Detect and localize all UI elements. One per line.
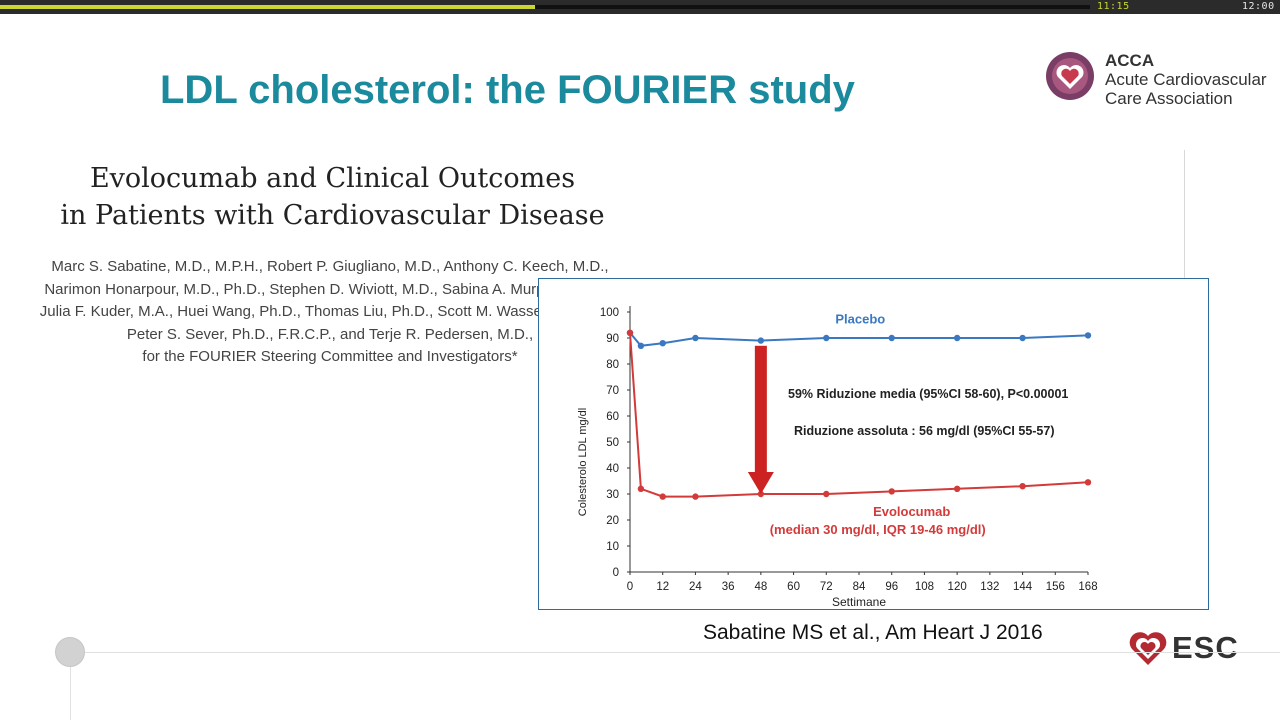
data-point-evolocumab: [659, 493, 666, 500]
acca-name-line1: Acute Cardiovascular: [1105, 70, 1267, 89]
divider-line: [1184, 150, 1185, 280]
data-point-placebo: [692, 334, 699, 342]
data-point-evolocumab: [692, 493, 699, 500]
x-axis-label: Settimane: [832, 595, 886, 609]
author-line: Julia F. Kuder, M.A., Huei Wang, Ph.D., …: [39, 303, 621, 320]
y-tick-label: 0: [613, 567, 619, 579]
progress-fill: [0, 5, 535, 9]
slide-title: LDL cholesterol: the FOURIER study: [160, 68, 855, 112]
y-tick-label: 20: [606, 515, 619, 527]
slide-timeline[interactable]: [70, 652, 1280, 653]
x-tick-label: 0: [627, 581, 633, 593]
y-tick-label: 90: [606, 333, 619, 345]
x-tick-label: 156: [1046, 581, 1065, 593]
x-tick-label: 48: [754, 581, 767, 593]
x-tick-label: 96: [885, 581, 898, 593]
x-tick-label: 120: [948, 581, 967, 593]
total-time: 12:00: [1242, 1, 1275, 12]
data-point-placebo: [888, 334, 895, 342]
data-point-evolocumab: [1019, 483, 1026, 490]
data-point-placebo: [757, 337, 765, 344]
data-point-evolocumab: [888, 488, 895, 495]
author-line: Narimon Honarpour, M.D., Ph.D., Stephen …: [44, 280, 616, 298]
y-tick-label: 10: [606, 541, 619, 553]
paper-title: Evolocumab and Clinical Outcomes in Pati…: [20, 160, 645, 234]
y-tick-label: 40: [606, 463, 619, 475]
x-tick-label: 108: [915, 581, 934, 593]
citation: Sabatine MS et al., Am Heart J 2016: [703, 621, 1043, 644]
data-point-evolocumab: [757, 490, 765, 498]
data-point-placebo: [1019, 334, 1026, 342]
x-tick-label: 24: [689, 581, 702, 593]
chart-frame: [538, 278, 1209, 610]
x-tick-label: 168: [1078, 581, 1097, 593]
acca-name-line2: Care Association: [1105, 89, 1233, 108]
y-tick-label: 60: [606, 411, 619, 423]
series-sublabel-evolocumab: (median 30 mg/dl, IQR 19-46 mg/dl): [770, 522, 986, 537]
data-point-evolocumab: [626, 329, 634, 336]
annotation-absolute-reduction: Riduzione assoluta : 56 mg/dl (95%CI 55-…: [794, 424, 1055, 438]
author-line: Peter S. Sever, Ph.D., F.R.C.P., and Ter…: [126, 325, 534, 343]
x-tick-label: 132: [980, 581, 999, 593]
paper-title-line: Evolocumab and Clinical Outcomes: [89, 163, 576, 194]
elapsed-time: 11:15: [1097, 1, 1130, 12]
acca-heart-logo-icon: [1046, 52, 1094, 100]
series-label-placebo: Placebo: [835, 311, 885, 326]
x-tick-label: 12: [656, 581, 669, 593]
reduction-arrow-head: [747, 472, 774, 494]
data-point-evolocumab: [823, 490, 830, 498]
acca-abbreviation: ACCA: [1105, 51, 1155, 70]
paper-title-line: in Patients with Cardiovascular Disease: [60, 200, 605, 231]
y-tick-label: 80: [606, 359, 619, 371]
series-line-evolocumab: [629, 332, 1089, 498]
data-point-placebo: [953, 334, 961, 342]
reduction-arrow-shaft: [754, 345, 767, 474]
x-tick-label: 36: [722, 581, 735, 593]
y-axis-label: Colesterolo LDL mg/dl: [577, 408, 589, 516]
y-tick-label: 50: [606, 437, 619, 449]
data-point-placebo: [659, 340, 666, 347]
annotation-mean-reduction: 59% Riduzione media (95%CI 58-60), P<0.0…: [788, 387, 1068, 401]
author-line: Marc S. Sabatine, M.D., M.P.H., Robert P…: [51, 258, 609, 275]
data-point-evolocumab: [953, 485, 961, 492]
series-line-placebo: [629, 332, 1089, 347]
timeline-scrub-handle[interactable]: [55, 637, 85, 667]
x-tick-label: 72: [820, 581, 833, 593]
data-point-evolocumab: [1084, 479, 1092, 486]
esc-heart-logo-icon: [1129, 632, 1167, 665]
author-line: for the FOURIER Steering Committee and I…: [142, 348, 518, 365]
x-tick-label: 60: [787, 581, 800, 593]
ldl-line-chart: 0 10 20 30 40 50 60 70 80 90 100 0 12 24 36 48 60 72 84 96 1…: [577, 306, 1098, 609]
x-tick-label: 84: [853, 581, 866, 593]
data-point-placebo: [1084, 332, 1092, 339]
series-label-evolocumab: Evolocumab: [873, 504, 950, 519]
y-tick-label: 70: [606, 385, 619, 397]
paper-authors: Marc S. Sabatine, M.D., M.P.H., Robert P…: [10, 256, 650, 369]
data-point-placebo: [823, 334, 830, 342]
timeline-divider: [70, 666, 71, 720]
data-point-evolocumab: [637, 485, 645, 492]
x-tick-label: 144: [1013, 581, 1033, 593]
progress-track[interactable]: [0, 5, 1090, 9]
y-tick-label: 30: [606, 489, 619, 501]
y-tick-label: 100: [600, 307, 619, 319]
esc-wordmark: ESC: [1172, 630, 1239, 665]
data-point-placebo: [637, 342, 645, 349]
